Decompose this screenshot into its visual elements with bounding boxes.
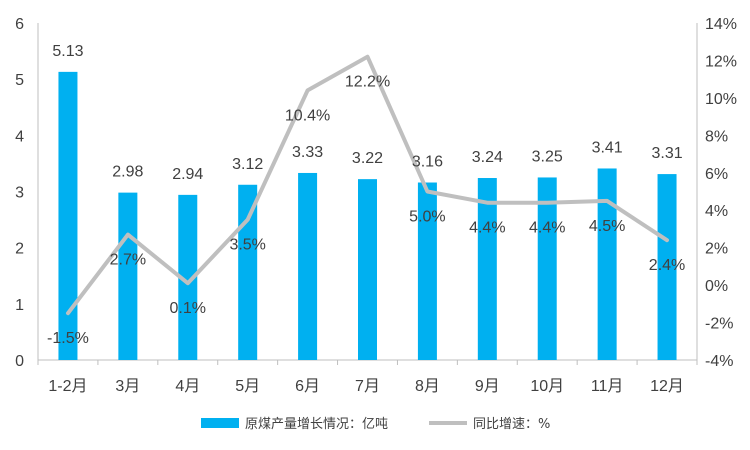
bar-value-label: 3.22 bbox=[352, 150, 383, 167]
x-tick-label: 6月 bbox=[295, 378, 320, 395]
y-left-tick-label: 0 bbox=[15, 353, 24, 370]
bar bbox=[118, 192, 138, 360]
x-tick-label: 4月 bbox=[175, 378, 200, 395]
y-right-tick-label: 2% bbox=[705, 241, 728, 258]
bar-value-label: 3.25 bbox=[532, 148, 563, 165]
bar-value-label: 3.24 bbox=[472, 149, 503, 166]
line-value-label: 4.4% bbox=[529, 220, 565, 237]
axes: 0 1 2 3 4 5 6 -4% -2% 0% 2% 4% 6% 8% 10% 12% 14% 1-2月 3月 4月… bbox=[15, 16, 737, 395]
line-value-label: 4.5% bbox=[589, 218, 625, 235]
y-left-tick-label: 5 bbox=[15, 72, 24, 89]
legend-line-label: 同比增速：% bbox=[473, 417, 550, 432]
x-tick-label: 11月 bbox=[591, 378, 624, 395]
bar bbox=[477, 178, 497, 360]
x-tick-label: 9月 bbox=[475, 378, 500, 395]
y-left-tick-label: 6 bbox=[15, 16, 24, 33]
bar bbox=[417, 182, 437, 360]
x-tick-label: 10月 bbox=[530, 378, 564, 395]
y-right-tick-label: -2% bbox=[705, 316, 733, 333]
line-value-label: 5.0% bbox=[409, 209, 445, 226]
y-left-tick-label: 2 bbox=[15, 241, 24, 258]
bar bbox=[657, 174, 677, 360]
bar-value-label: 3.31 bbox=[651, 145, 682, 162]
legend: 原煤产量增长情况：亿吨 同比增速：% bbox=[201, 417, 550, 432]
y-right-tick-label: -4% bbox=[705, 353, 733, 370]
x-tick-label: 3月 bbox=[115, 378, 140, 395]
line-value-label: 0.1% bbox=[170, 300, 206, 317]
bar bbox=[58, 71, 78, 361]
y-right-tick-label: 6% bbox=[705, 166, 728, 183]
bar-value-label: 5.13 bbox=[52, 43, 83, 60]
x-tick-label: 5月 bbox=[235, 378, 260, 395]
line-value-label: 10.4% bbox=[285, 107, 330, 124]
line-series bbox=[66, 54, 669, 316]
legend-bar-label: 原煤产量增长情况：亿吨 bbox=[245, 417, 388, 432]
y-right-tick-label: 12% bbox=[705, 53, 737, 70]
bar bbox=[238, 184, 258, 360]
data-labels: 5.13 2.98 2.94 3.12 3.33 3.22 3.16 3.24 3.25 3.41… bbox=[47, 43, 685, 347]
bar-value-label: 3.12 bbox=[232, 156, 263, 173]
y-right-tick-label: 0% bbox=[705, 278, 728, 295]
x-tick-label: 8月 bbox=[415, 378, 440, 395]
y-right-tick-label: 14% bbox=[705, 16, 737, 33]
bar bbox=[358, 179, 377, 360]
y-left-tick-label: 4 bbox=[15, 128, 24, 145]
x-tick-label: 1-2月 bbox=[48, 378, 87, 395]
legend-bar-swatch bbox=[201, 418, 239, 428]
line-value-label: 2.4% bbox=[649, 257, 685, 274]
bar-value-label: 3.41 bbox=[592, 139, 623, 156]
bar bbox=[537, 177, 557, 360]
y-left-tick-label: 3 bbox=[15, 185, 24, 202]
line-value-label: 12.2% bbox=[345, 74, 390, 91]
bar-value-label: 2.98 bbox=[112, 164, 143, 181]
y-left-tick-label: 1 bbox=[15, 297, 24, 314]
x-tick-label: 7月 bbox=[355, 378, 380, 395]
x-tick-label: 12月 bbox=[650, 378, 684, 395]
y-right-tick-label: 4% bbox=[705, 203, 728, 220]
bar bbox=[178, 194, 198, 360]
line-value-label: 4.4% bbox=[469, 220, 505, 237]
bar-value-label: 3.33 bbox=[292, 144, 323, 161]
y-right-tick-label: 10% bbox=[705, 91, 737, 108]
line-value-label: -1.5% bbox=[47, 330, 89, 347]
y-right-tick-label: 8% bbox=[705, 128, 728, 145]
bar bbox=[298, 172, 318, 360]
bar-value-label: 2.94 bbox=[172, 166, 203, 183]
bar bbox=[597, 168, 617, 360]
line-value-label: 2.7% bbox=[110, 252, 146, 269]
bar-value-label: 3.16 bbox=[412, 154, 443, 171]
bar-series bbox=[58, 71, 677, 361]
line-value-label: 3.5% bbox=[229, 237, 265, 254]
